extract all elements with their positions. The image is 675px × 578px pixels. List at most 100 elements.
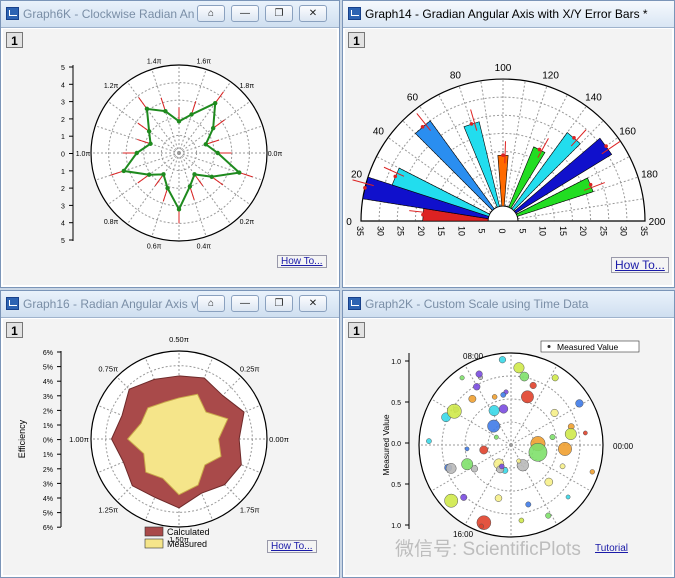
polar-grid-spoke xyxy=(480,80,502,207)
radial-tick-label: 4% xyxy=(43,379,53,386)
bubble-point xyxy=(528,442,548,462)
minimize-button[interactable]: — xyxy=(231,295,259,312)
home-button[interactable]: ⌂ xyxy=(197,5,225,22)
radial-tick-label: 4% xyxy=(43,496,53,503)
page-number-tab[interactable]: 1 xyxy=(6,322,23,338)
graph-window-2[interactable]: Graph14 - Gradian Angular Axis with X/Y … xyxy=(342,0,675,288)
angular-tick-label: 0.50π xyxy=(169,335,189,344)
error-bar-center xyxy=(604,144,608,148)
radial-tick-label: 5% xyxy=(43,365,53,372)
graph-page: 1 0.50π 0.25π 0.75π 1.00π 0.00π 1.25π 1.75π 1.5… xyxy=(3,319,337,575)
polar-bar xyxy=(508,146,546,209)
bubble-point xyxy=(589,469,595,475)
radial-tick-label: 2 xyxy=(61,117,65,124)
angular-tick-label: 0 xyxy=(346,217,352,228)
angular-tick-label: 1.6π xyxy=(197,58,212,65)
restore-button[interactable]: ❐ xyxy=(265,5,293,22)
bubble-point xyxy=(513,362,525,374)
legend-swatch xyxy=(144,538,164,549)
radial-tick-label: 20 xyxy=(416,226,426,236)
time-scale-bubble-polar-chart: 08:00 00:00 16:00 1.0 0.5 0.0 0.5 1.0 Measured V… xyxy=(381,340,640,539)
close-button[interactable]: ✕ xyxy=(299,295,327,312)
bubble-point xyxy=(516,458,522,464)
page-number-tab[interactable]: 1 xyxy=(6,32,23,48)
radial-tick-label: 0.5 xyxy=(391,482,401,489)
graph-window-1[interactable]: Graph6K - Clockwise Radian An ⌂ — ❐ ✕ 1 … xyxy=(0,0,340,288)
how-to-button[interactable]: How To... xyxy=(267,540,317,553)
error-bar xyxy=(137,138,151,145)
title-bar[interactable]: Graph16 - Radian Angular Axis v ⌂ — ❐ ✕ xyxy=(1,291,339,318)
graph-page: 1 08:00 00:00 16:00 1.0 0.5 0.0 0.5 1.0 Measured… xyxy=(345,319,672,575)
how-to-button[interactable]: How To... xyxy=(277,255,327,268)
bubble-point xyxy=(426,438,432,444)
polar-grid-spoke xyxy=(95,152,180,181)
radial-tick-label: 10 xyxy=(538,226,548,236)
error-bar xyxy=(138,97,148,110)
radial-tick-label: 2% xyxy=(43,467,53,474)
angular-tick-label: 0.8π xyxy=(104,219,119,226)
polar-grid-spoke xyxy=(517,198,644,220)
page-number-tab[interactable]: 1 xyxy=(348,322,365,338)
bubble-point xyxy=(475,370,483,378)
error-bar xyxy=(189,186,195,200)
title-bar[interactable]: Graph14 - Gradian Angular Axis with X/Y … xyxy=(343,1,674,28)
bubble-point xyxy=(476,515,492,530)
error-bar-center xyxy=(420,125,425,129)
bubble-point xyxy=(558,441,572,456)
polar-grid-spoke xyxy=(387,137,492,213)
bubble-point xyxy=(478,523,485,529)
window-title: Graph14 - Gradian Angular Axis with X/Y … xyxy=(365,7,648,21)
angular-tick-label: 0.0π xyxy=(268,151,283,158)
bubble-point xyxy=(518,517,525,524)
radial-tick-label: 5 xyxy=(61,238,65,245)
error-bar-center xyxy=(572,136,576,140)
close-button[interactable]: ✕ xyxy=(299,5,327,22)
clockwise-radian-polar-chart: 1.4π 1.6π 1.2π 1.8π 1.0π 0.0π 0.8π 0.2π 0.6π 0.4π… xyxy=(61,58,283,250)
angular-tick-label: 140 xyxy=(585,92,602,103)
radial-tick-label: 25 xyxy=(396,226,406,236)
angular-tick-label: 1.8π xyxy=(240,83,255,90)
graph-page: 1 1.4π 1.6π 1.2π 1.8π 1.0π 0.0π 0.8π 0.2π 0.6π 0.… xyxy=(3,29,337,285)
error-bar xyxy=(154,174,164,186)
bubble-point xyxy=(470,465,479,473)
angular-tick-label: 160 xyxy=(619,126,636,137)
radial-tick-label: 2 xyxy=(61,186,65,193)
error-bar xyxy=(537,138,549,158)
bubble-point xyxy=(525,501,532,508)
error-bar xyxy=(416,113,431,131)
radial-tick-label: 0.0 xyxy=(391,441,401,448)
polar-bar xyxy=(463,121,500,208)
window-title: Graph2K - Custom Scale using Time Data xyxy=(365,297,589,311)
error-bar xyxy=(110,170,124,176)
window-title: Graph6K - Clockwise Radian An xyxy=(23,7,195,21)
home-button[interactable]: ⌂ xyxy=(197,295,225,312)
area-series xyxy=(127,393,229,496)
angular-tick-label: 1.4π xyxy=(147,58,162,65)
restore-button[interactable]: ❐ xyxy=(265,295,293,312)
error-bar xyxy=(239,172,253,178)
radial-tick-label: 2% xyxy=(43,408,53,415)
polar-grid-spoke xyxy=(510,365,558,446)
polar-grid-spoke xyxy=(438,94,497,208)
error-bar xyxy=(584,182,605,191)
polar-grid-spoke xyxy=(126,81,180,154)
error-bar xyxy=(191,101,197,115)
polar-grid-ring xyxy=(108,82,250,224)
minimize-button[interactable]: — xyxy=(231,5,259,22)
title-bar[interactable]: Graph6K - Clockwise Radian An ⌂ — ❐ ✕ xyxy=(1,1,339,28)
graph-window-4[interactable]: Graph2K - Custom Scale using Time Data 1… xyxy=(342,290,675,578)
polar-bar xyxy=(391,167,491,217)
graph-window-3[interactable]: Graph16 - Radian Angular Axis v ⌂ — ❐ ✕ … xyxy=(0,290,340,578)
bubble-point xyxy=(491,394,498,400)
tutorial-link[interactable]: Tutorial xyxy=(595,543,628,554)
polar-bar xyxy=(497,155,509,207)
error-bar xyxy=(352,179,374,187)
radial-tick-label: 25 xyxy=(598,226,608,236)
title-bar[interactable]: Graph2K - Custom Scale using Time Data xyxy=(343,291,674,318)
radial-tick-label: 4 xyxy=(61,221,65,228)
how-to-button[interactable]: How To... xyxy=(611,257,669,273)
polar-grid-spoke xyxy=(507,85,548,207)
error-bar xyxy=(409,210,432,214)
page-number-tab[interactable]: 1 xyxy=(348,32,365,48)
legend-label: Measured Value xyxy=(557,342,619,352)
